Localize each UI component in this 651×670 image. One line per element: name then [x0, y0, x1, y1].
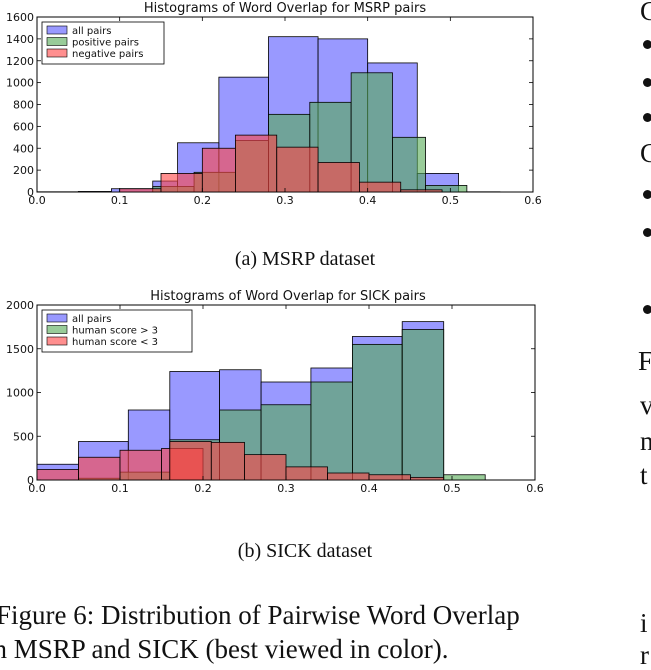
- legend-swatch: [47, 314, 67, 322]
- bar-neg-2: [202, 148, 235, 192]
- bullet-icon: [643, 190, 651, 199]
- bar-neg-5: [211, 442, 244, 480]
- legend-label: negative pairs: [72, 49, 144, 60]
- y-tick-label: 200: [13, 164, 34, 177]
- bar-neg-3: [235, 135, 276, 192]
- legend-swatch: [47, 38, 67, 46]
- caption-b: (b) SICK dataset: [0, 540, 610, 563]
- bar-all-1: [78, 191, 111, 192]
- bullet-icon: [643, 305, 651, 314]
- right-text-fragment: n: [640, 426, 651, 456]
- bar-neg-5: [318, 162, 359, 192]
- x-tick-label: 0.2: [194, 482, 212, 495]
- y-tick-label: 0: [27, 474, 34, 487]
- figure-caption-line-2: in MSRP and SICK (best viewed in color).: [0, 632, 520, 666]
- legend-swatch: [47, 337, 67, 345]
- legend-label: all pairs: [72, 26, 111, 37]
- y-tick-label: 1400: [6, 33, 34, 46]
- right-text-fragment: C: [640, 138, 651, 168]
- right-text-fragment: F: [638, 346, 651, 376]
- bar-neg-7: [401, 190, 442, 192]
- legend-swatch: [47, 326, 67, 334]
- bullet-icon: [643, 40, 651, 49]
- legend-label: positive pairs: [72, 38, 139, 49]
- x-tick-label: 0.2: [194, 194, 212, 207]
- bar-neg-4: [277, 147, 318, 192]
- y-tick-label: 600: [13, 120, 34, 133]
- x-tick-label: 0.1: [111, 482, 129, 495]
- bar-neg-4: [170, 442, 212, 481]
- y-tick-label: 1000: [6, 387, 34, 400]
- bullet-icon: [643, 113, 651, 122]
- bar-neg-7: [286, 467, 328, 480]
- bar-pos-5: [311, 382, 353, 480]
- y-tick-label: 1500: [6, 343, 34, 356]
- y-tick-label: 400: [13, 142, 34, 155]
- bar-neg-1: [79, 457, 121, 480]
- chart-title: Histograms of Word Overlap for SICK pair…: [150, 289, 426, 304]
- legend-label: all pairs: [72, 314, 111, 325]
- x-tick-label: 0.5: [443, 482, 461, 495]
- bullet-icon: [643, 228, 651, 237]
- bar-neg-1: [161, 173, 202, 192]
- bar-pos-6: [352, 344, 402, 480]
- x-tick-label: 0.6: [524, 194, 542, 207]
- x-tick-label: 0.3: [276, 194, 294, 207]
- bar-neg-0: [37, 470, 79, 481]
- chart-title: Histograms of Word Overlap for MSRP pair…: [144, 1, 426, 16]
- x-tick-label: 0.4: [359, 194, 377, 207]
- caption-a: (a) MSRP dataset: [0, 248, 610, 271]
- bullet-icon: [643, 78, 651, 87]
- bar-pos-8: [444, 475, 486, 480]
- right-text-fragment: t: [640, 460, 648, 490]
- legend-label: human score > 3: [72, 326, 158, 337]
- right-text-fragment: C: [640, 0, 651, 26]
- x-tick-label: 0.5: [442, 194, 460, 207]
- bar-neg-6: [359, 182, 400, 192]
- right-text-fragment: v: [640, 390, 651, 420]
- figure-caption-line-1: Figure 6: Distribution of Pairwise Word …: [0, 598, 520, 632]
- bar-neg-8: [328, 473, 370, 480]
- figure-caption: Figure 6: Distribution of Pairwise Word …: [0, 598, 520, 666]
- bar-neg-2: [120, 450, 162, 480]
- x-tick-label: 0.1: [111, 194, 129, 207]
- bar-neg-9: [369, 475, 411, 480]
- x-tick-label: 0.4: [360, 482, 378, 495]
- right-text-fragment: i: [640, 608, 648, 638]
- x-tick-label: 0.3: [277, 482, 295, 495]
- legend-swatch: [47, 49, 67, 57]
- right-text-fragment: r: [640, 640, 649, 670]
- y-tick-label: 1200: [6, 55, 34, 68]
- y-tick-label: 500: [13, 430, 34, 443]
- y-tick-label: 1000: [6, 77, 34, 90]
- legend-swatch: [47, 26, 67, 34]
- y-tick-label: 800: [13, 99, 34, 112]
- y-tick-label: 0: [27, 186, 34, 199]
- legend-label: human score < 3: [72, 337, 158, 348]
- x-tick-label: 0.6: [526, 482, 544, 495]
- bar-pos-7: [402, 330, 444, 481]
- y-tick-label: 2000: [6, 299, 34, 312]
- bar-neg-10: [411, 477, 444, 480]
- y-tick-label: 1600: [6, 11, 34, 24]
- bar-neg-6: [245, 455, 287, 480]
- bar-neg-0: [120, 189, 161, 192]
